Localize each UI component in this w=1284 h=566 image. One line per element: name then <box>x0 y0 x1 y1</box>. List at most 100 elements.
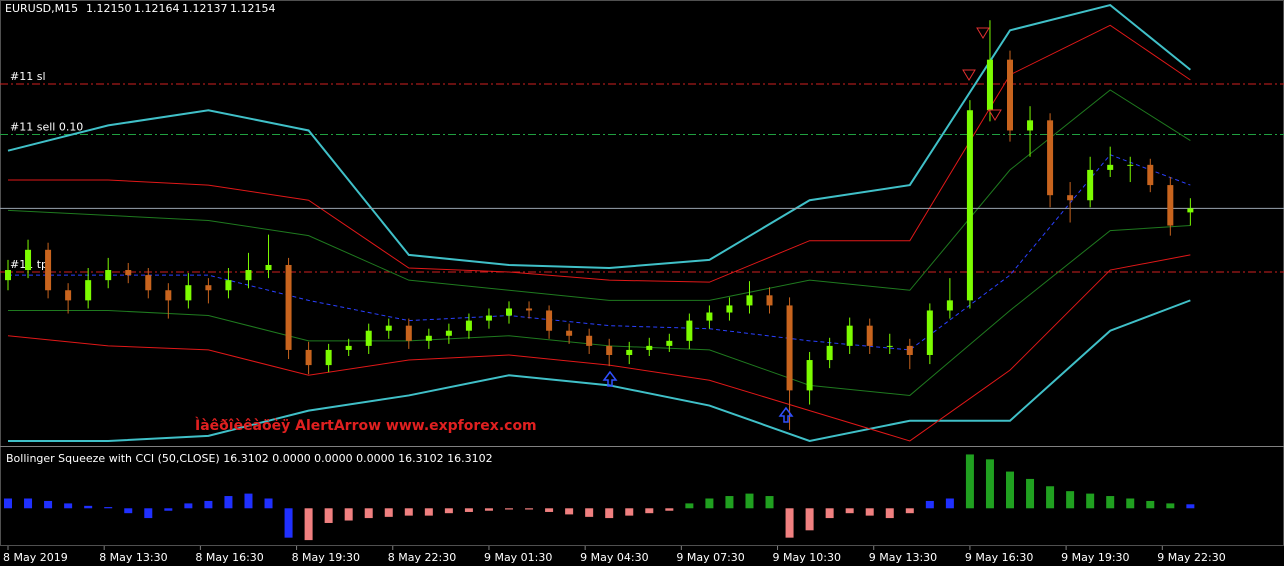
order-level-label: #11 sl <box>10 70 46 83</box>
candle-body <box>425 335 432 341</box>
buy-arrows <box>602 370 794 423</box>
histogram-bar <box>64 503 73 509</box>
x-tick-label: 9 May 07:30 <box>676 551 744 564</box>
candle-body <box>766 295 773 306</box>
candle-body <box>245 270 252 281</box>
x-tick-label: 8 May 19:30 <box>292 551 360 564</box>
candle-body <box>5 270 11 281</box>
candle-body <box>385 325 392 331</box>
candle-body <box>666 340 673 346</box>
candle-body <box>586 335 593 346</box>
candle-body <box>485 315 492 321</box>
histogram-bar <box>224 496 233 509</box>
x-tick-label: 9 May 19:30 <box>1061 551 1129 564</box>
histogram-bar <box>84 505 93 509</box>
candle-body <box>826 345 833 361</box>
x-tick-label: 9 May 16:30 <box>965 551 1033 564</box>
last-close: 1.12154 <box>230 2 276 15</box>
histogram-bar <box>645 508 654 514</box>
price-panel: #11 sl#11 sell 0.10#11 tp <box>0 3 1284 442</box>
candle-body <box>85 280 92 301</box>
candle-body <box>405 325 412 341</box>
order-level-label: #11 sell 0.10 <box>10 121 83 134</box>
histogram-bar <box>685 503 694 509</box>
x-tick-label: 9 May 13:30 <box>869 551 937 564</box>
histogram-bar <box>845 508 854 514</box>
candle-body <box>846 325 853 346</box>
candle-body <box>866 325 873 346</box>
candle-body <box>886 345 893 347</box>
candle-body <box>1087 169 1094 201</box>
x-tick-label: 9 May 01:30 <box>484 551 552 564</box>
candle-body <box>325 349 332 366</box>
histogram-bar <box>745 493 754 509</box>
histogram-bar <box>104 507 113 509</box>
candle-body <box>566 330 573 336</box>
band-line <box>7 3 1191 270</box>
histogram-bar <box>1026 478 1035 509</box>
candle-body <box>1007 59 1013 131</box>
histogram-bar <box>965 454 974 509</box>
candle-body <box>165 290 172 301</box>
histogram-bar <box>424 508 433 516</box>
histogram-bar <box>4 498 12 509</box>
x-tick-label: 8 May 22:30 <box>388 551 456 564</box>
histogram-bar <box>204 500 213 509</box>
histogram-bar <box>124 508 133 514</box>
histogram-bar <box>24 498 33 509</box>
candle-body <box>966 110 973 301</box>
histogram-bar <box>705 498 714 509</box>
candle-body <box>606 345 613 355</box>
histogram-bar <box>525 508 534 510</box>
x-tick-label: 9 May 10:30 <box>773 551 841 564</box>
candle-body <box>285 264 292 350</box>
candle-body <box>265 264 272 271</box>
last-open: 1.12150 <box>86 2 132 15</box>
histogram-bar <box>625 508 634 516</box>
histogram-bar <box>825 508 834 519</box>
histogram-bar <box>605 508 614 519</box>
histogram-bar <box>364 508 373 519</box>
candle-body <box>626 349 633 355</box>
candle-body <box>365 330 372 346</box>
histogram-bar <box>785 508 794 538</box>
candle-body <box>305 349 312 366</box>
sell-arrows <box>962 27 1002 121</box>
candle-body <box>806 360 813 391</box>
histogram-bar <box>1066 491 1075 509</box>
candle-body <box>45 249 52 291</box>
histogram-bar <box>565 508 574 515</box>
symbol-title: EURUSD,M15 <box>5 2 78 15</box>
candle-body <box>1147 164 1154 186</box>
histogram-bar <box>384 508 393 517</box>
candle-body <box>225 280 232 291</box>
histogram-bar <box>404 508 413 516</box>
candle-body <box>1127 164 1134 166</box>
histogram-bar <box>1126 498 1135 509</box>
histogram-bar <box>585 508 594 517</box>
oscillator-panel <box>4 454 1195 541</box>
candle-body <box>926 310 933 355</box>
histogram-bar <box>464 508 473 512</box>
histogram-bar <box>1046 486 1055 509</box>
band-line <box>7 89 1191 301</box>
histogram-bar <box>244 493 253 509</box>
histogram-bar <box>865 508 874 516</box>
candle-body <box>125 270 132 276</box>
candle-body <box>786 305 793 391</box>
candle-body <box>1167 185 1174 226</box>
candle-body <box>906 345 913 355</box>
watermark: Ìàêðîèêàöèÿ AlertArrow www.expforex.com <box>195 417 537 434</box>
histogram-bar <box>765 496 774 509</box>
candle-body <box>145 275 152 291</box>
x-tick-label: 8 May 16:30 <box>195 551 263 564</box>
histogram-bar <box>344 508 353 521</box>
candle-body <box>646 345 653 350</box>
histogram-bar <box>264 498 273 509</box>
histogram-bar <box>284 508 293 538</box>
candle-body <box>686 320 693 341</box>
candle-body <box>706 312 713 321</box>
candle-body <box>1187 208 1194 213</box>
